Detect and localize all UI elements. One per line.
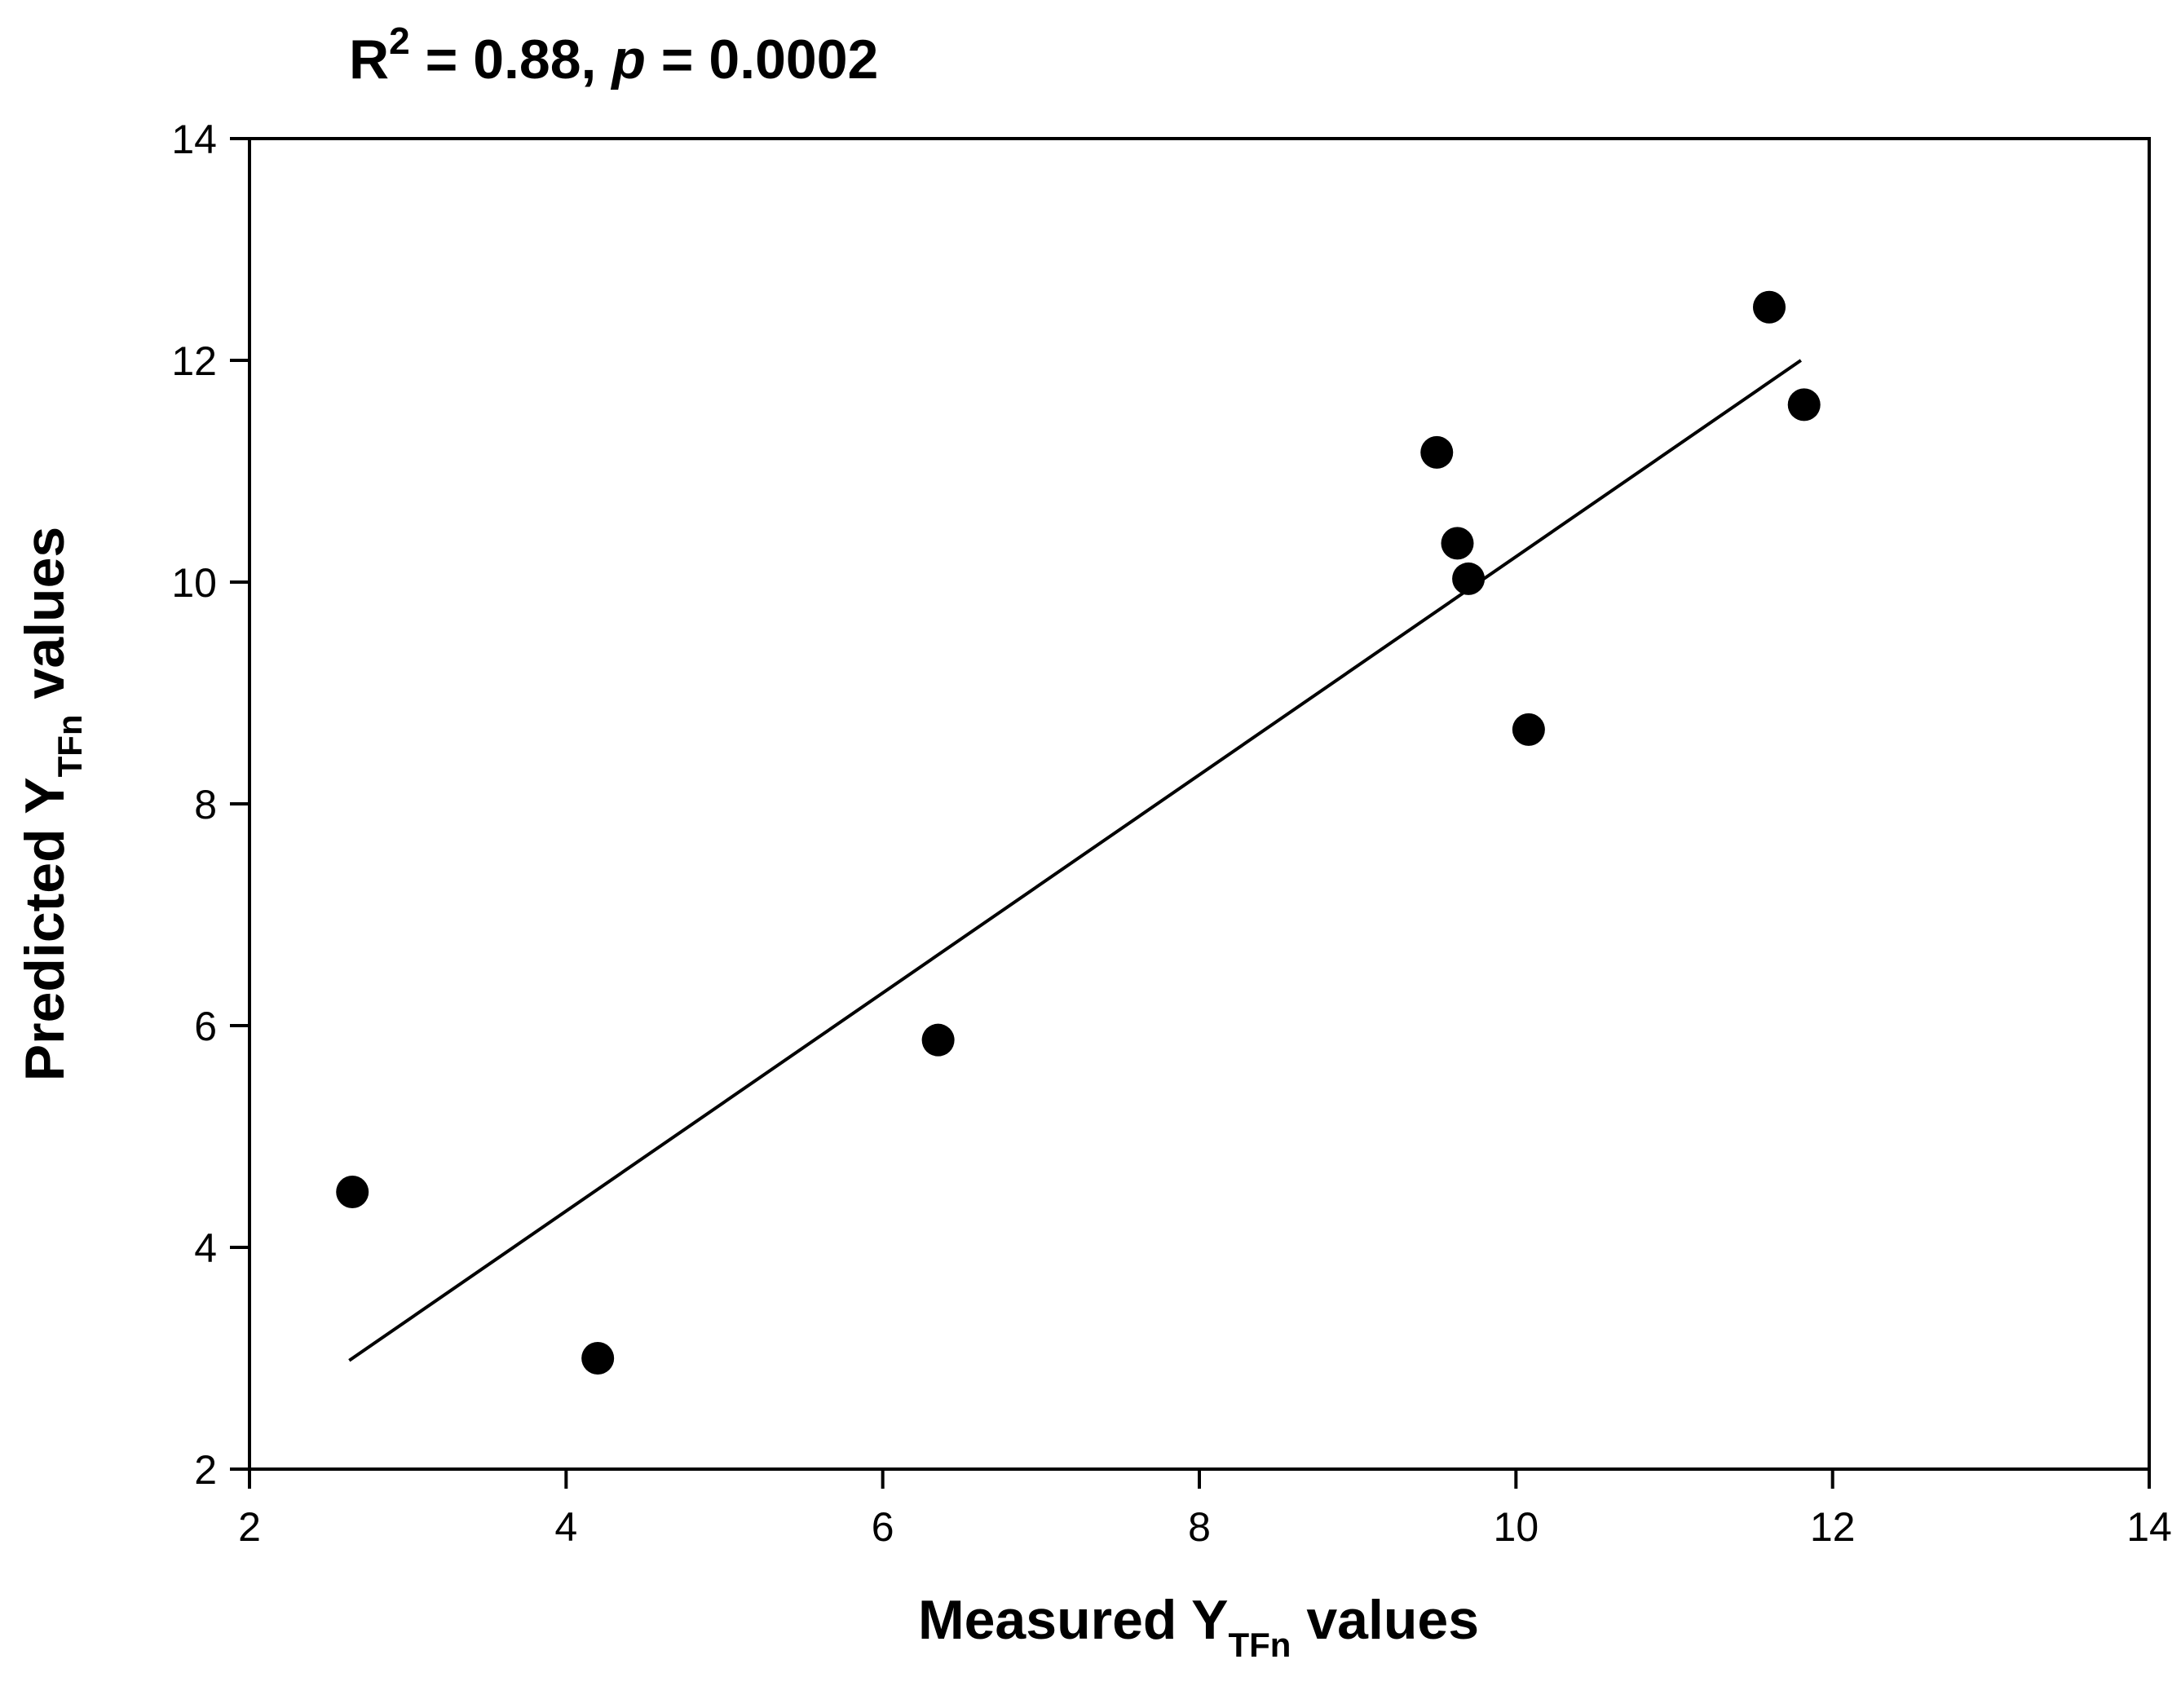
- r-label: R: [349, 29, 389, 90]
- data-point: [336, 1176, 369, 1208]
- data-point: [581, 1342, 615, 1375]
- x-axis-ticks: 2 4 6 8 10 12 14: [238, 1469, 2172, 1550]
- y-axis-ticks: 2 4 6 8 10 12 14: [171, 117, 249, 1493]
- y-axis-title: Predicted YTFn values: [14, 527, 89, 1081]
- x-axis-title: Measured YTFn values: [918, 1589, 1479, 1664]
- x-tick-label: 14: [2126, 1504, 2172, 1550]
- x-tick-label: 6: [872, 1504, 894, 1550]
- data-point: [1420, 435, 1454, 469]
- data-point: [1753, 290, 1786, 324]
- y-axis-title-sub: TFn: [51, 714, 89, 777]
- data-point: [1441, 527, 1474, 560]
- y-axis-title-main: Predicted Y: [14, 777, 76, 1081]
- r-exponent: 2: [389, 20, 410, 62]
- x-axis-title-main: Measured Y: [918, 1589, 1228, 1651]
- regression-line-group: [348, 359, 1802, 1362]
- x-axis-title-sub: TFn: [1228, 1626, 1291, 1664]
- stats-annotation: R2 = 0.88, p = 0.0002: [349, 20, 878, 90]
- y-tick-label: 6: [194, 1004, 217, 1049]
- x-tick-label: 2: [238, 1504, 261, 1550]
- p-label: p: [610, 29, 646, 90]
- data-point: [1787, 388, 1821, 421]
- y-tick-label: 14: [171, 117, 217, 162]
- x-axis-title-tail: values: [1291, 1589, 1479, 1651]
- data-point: [1452, 562, 1486, 595]
- x-tick-label: 8: [1188, 1504, 1211, 1550]
- data-point: [1512, 713, 1545, 746]
- y-axis-title-tail: values: [14, 527, 76, 715]
- r-value: = 0.88,: [410, 29, 612, 90]
- plot-frame: [248, 137, 2151, 1471]
- regression-line: [348, 359, 1802, 1362]
- x-tick-label: 12: [1810, 1504, 1856, 1550]
- y-tick-label: 8: [194, 782, 217, 828]
- y-tick-label: 2: [194, 1447, 217, 1493]
- y-tick-label: 10: [171, 560, 217, 606]
- y-tick-label: 12: [171, 338, 217, 384]
- data-points: [336, 290, 1821, 1375]
- p-value: = 0.0002: [646, 29, 878, 90]
- x-tick-label: 4: [554, 1504, 577, 1550]
- y-tick-label: 4: [194, 1225, 217, 1271]
- data-point: [921, 1023, 955, 1057]
- x-tick-label: 10: [1494, 1504, 1539, 1550]
